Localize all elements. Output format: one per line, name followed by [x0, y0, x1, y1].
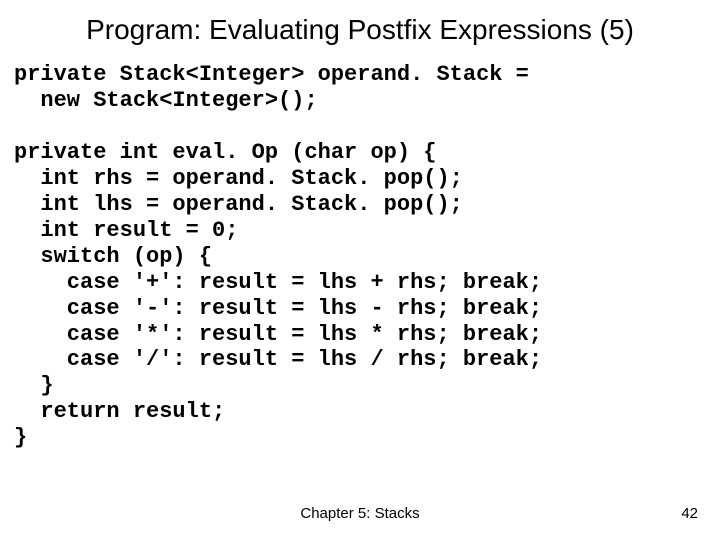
footer-page-number: 42: [681, 505, 698, 522]
footer-chapter: Chapter 5: Stacks: [0, 505, 720, 522]
slide: Program: Evaluating Postfix Expressions …: [0, 0, 720, 540]
code-block: private Stack<Integer> operand. Stack = …: [14, 62, 542, 451]
slide-title: Program: Evaluating Postfix Expressions …: [0, 14, 720, 46]
